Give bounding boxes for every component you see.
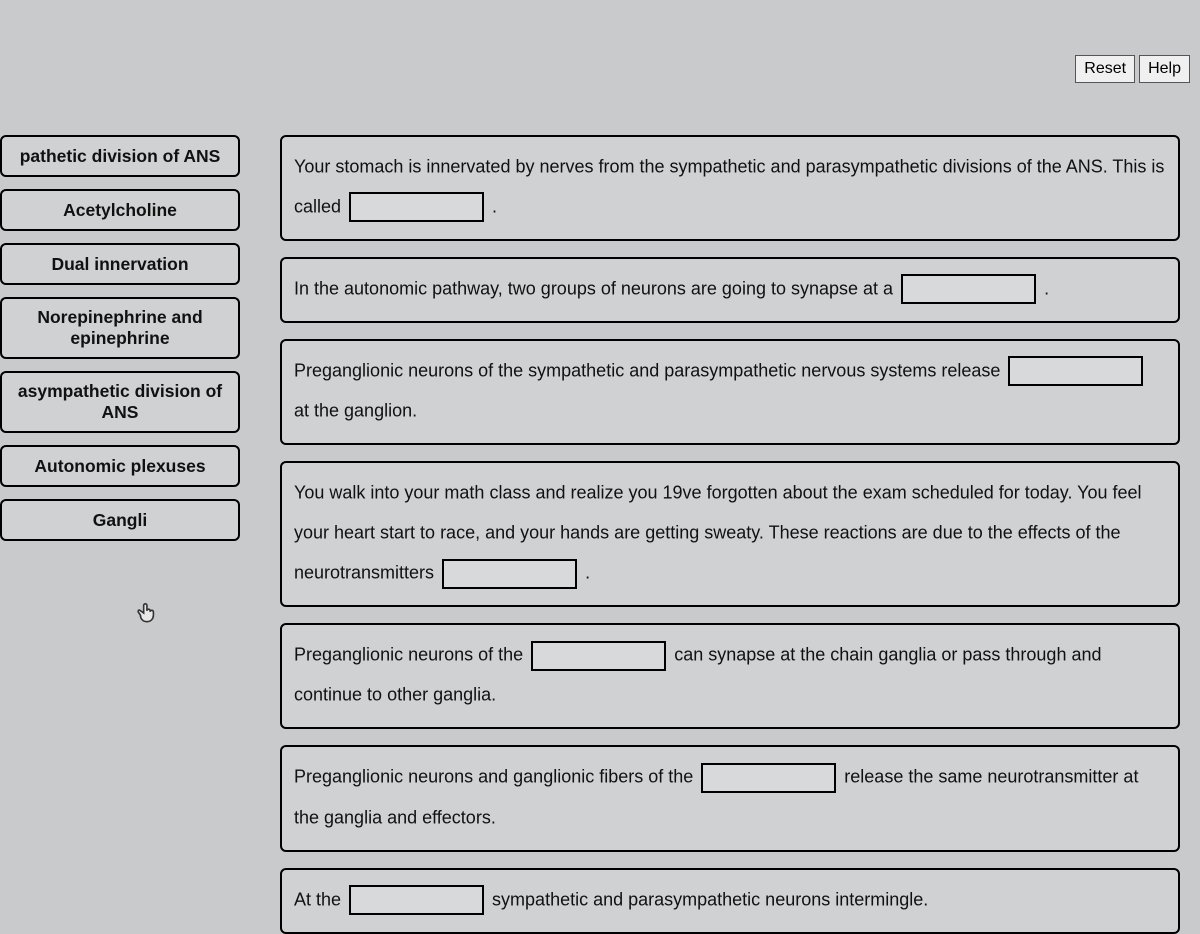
draggable-term[interactable]: Gangli [0, 499, 240, 541]
sentence-text: . [492, 197, 497, 217]
term-label: pathetic division of ANS [20, 146, 221, 167]
draggable-term[interactable]: asympathetic division of ANS [0, 371, 240, 433]
term-label: Dual innervation [51, 254, 188, 275]
term-label: Norepinephrine and epinephrine [12, 307, 228, 349]
draggable-term[interactable]: pathetic division of ANS [0, 135, 240, 177]
help-button[interactable]: Help [1139, 55, 1190, 83]
drop-blank[interactable] [349, 192, 484, 222]
sentence-box: In the autonomic pathway, two groups of … [280, 257, 1180, 323]
drop-blank[interactable] [901, 274, 1036, 304]
sentence-box: Your stomach is innervated by nerves fro… [280, 135, 1180, 241]
sentence-box: You walk into your math class and realiz… [280, 461, 1180, 607]
draggable-term[interactable]: Dual innervation [0, 243, 240, 285]
reset-button[interactable]: Reset [1075, 55, 1135, 83]
sentence-text: . [1044, 279, 1049, 299]
sentence-text: sympathetic and parasympathetic neurons … [492, 889, 928, 909]
draggable-terms-list: pathetic division of ANS Acetylcholine D… [0, 135, 240, 934]
sentence-text: You walk into your math class and realiz… [294, 483, 1142, 583]
draggable-term[interactable]: Autonomic plexuses [0, 445, 240, 487]
sentence-targets: Your stomach is innervated by nerves fro… [280, 135, 1180, 934]
drop-blank[interactable] [442, 559, 577, 589]
sentence-text: . [585, 563, 590, 583]
sentence-box: Preganglionic neurons and ganglionic fib… [280, 745, 1180, 851]
sentence-box: Preganglionic neurons of the sympathetic… [280, 339, 1180, 445]
term-label: asympathetic division of ANS [12, 381, 228, 423]
drop-blank[interactable] [1008, 356, 1143, 386]
sentence-box: At the sympathetic and parasympathetic n… [280, 868, 1180, 934]
sentence-text: Preganglionic neurons of the sympathetic… [294, 361, 1005, 381]
drop-blank[interactable] [701, 763, 836, 793]
top-controls: Reset Help [1075, 55, 1190, 83]
hand-cursor-icon [135, 600, 161, 631]
draggable-term[interactable]: Acetylcholine [0, 189, 240, 231]
term-label: Acetylcholine [63, 200, 177, 221]
sentence-text: At the [294, 889, 346, 909]
sentence-text: Preganglionic neurons and ganglionic fib… [294, 767, 698, 787]
sentence-text: Preganglionic neurons of the [294, 645, 528, 665]
drop-blank[interactable] [531, 641, 666, 671]
term-label: Autonomic plexuses [34, 456, 205, 477]
term-label: Gangli [93, 510, 147, 531]
sentence-text: In the autonomic pathway, two groups of … [294, 279, 898, 299]
sentence-text: at the ganglion. [294, 401, 417, 421]
sentence-box: Preganglionic neurons of the can synapse… [280, 623, 1180, 729]
draggable-term[interactable]: Norepinephrine and epinephrine [0, 297, 240, 359]
